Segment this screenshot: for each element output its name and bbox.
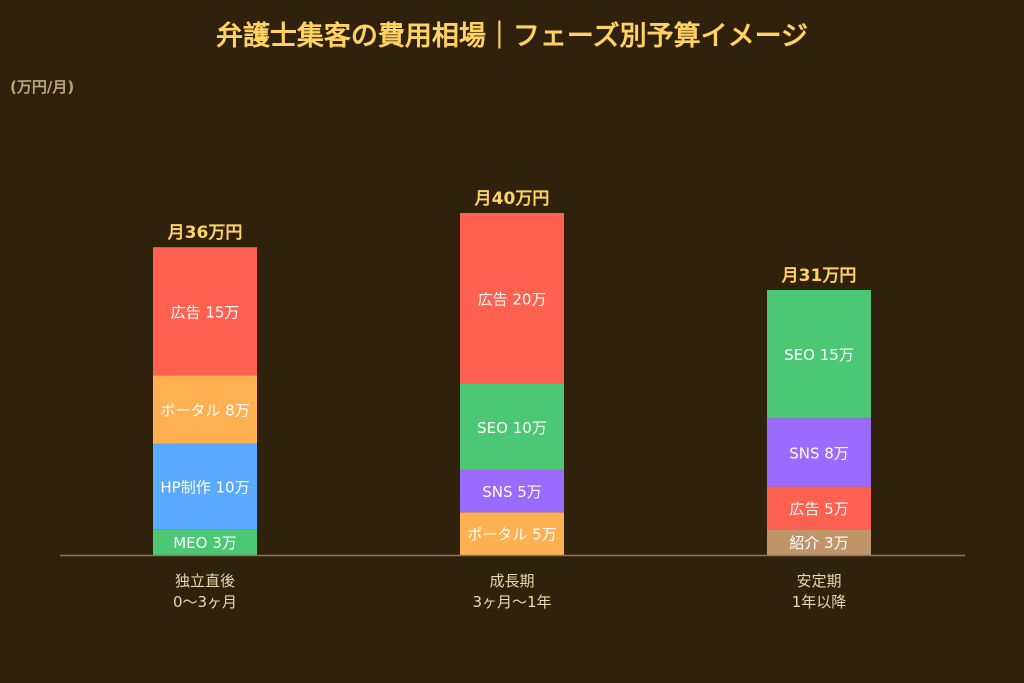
segment-label: ポータル 8万: [160, 402, 249, 420]
segment-label: SEO 15万: [784, 346, 854, 364]
bar-segment: [767, 486, 871, 530]
bar-segment: [153, 529, 257, 555]
segment-label: 広告 5万: [789, 500, 848, 518]
category-sublabel: 1年以降: [792, 593, 847, 611]
category-label: 安定期: [796, 572, 841, 590]
segment-label: ポータル 5万: [467, 526, 556, 544]
chart-title: 弁護士集客の費用相場｜フェーズ別予算イメージ: [215, 21, 809, 52]
bar-segment: [460, 512, 564, 555]
bar-segment: [153, 443, 257, 530]
segment-label: 広告 20万: [478, 291, 547, 309]
bar-segment: [460, 213, 564, 384]
bar-segment: [767, 529, 871, 555]
segment-label: 広告 15万: [171, 303, 240, 321]
category-sublabel: 0〜3ヶ月: [173, 593, 237, 611]
bar-segment: [460, 384, 564, 470]
bar-segment: [767, 418, 871, 487]
segment-label: SNS 5万: [482, 483, 542, 501]
segment-label: MEO 3万: [173, 534, 237, 552]
segment-label: 紹介 3万: [789, 534, 848, 552]
bar-segment: [153, 247, 257, 376]
category-label: 独立直後: [175, 572, 235, 590]
y-axis-unit-label: (万円/月): [10, 78, 75, 96]
total-label: 月36万円: [167, 223, 243, 243]
bar-segment: [460, 469, 564, 513]
segment-label: HP制作 10万: [160, 479, 249, 497]
bar-segment: [767, 289, 871, 419]
total-label: 月40万円: [474, 189, 550, 209]
category-label: 成長期: [489, 572, 534, 590]
category-sublabel: 3ヶ月〜1年: [472, 593, 551, 611]
segment-label: SNS 8万: [789, 444, 849, 462]
bar-segment: [153, 375, 257, 444]
total-label: 月31万円: [781, 266, 857, 286]
segment-label: SEO 10万: [477, 419, 547, 437]
